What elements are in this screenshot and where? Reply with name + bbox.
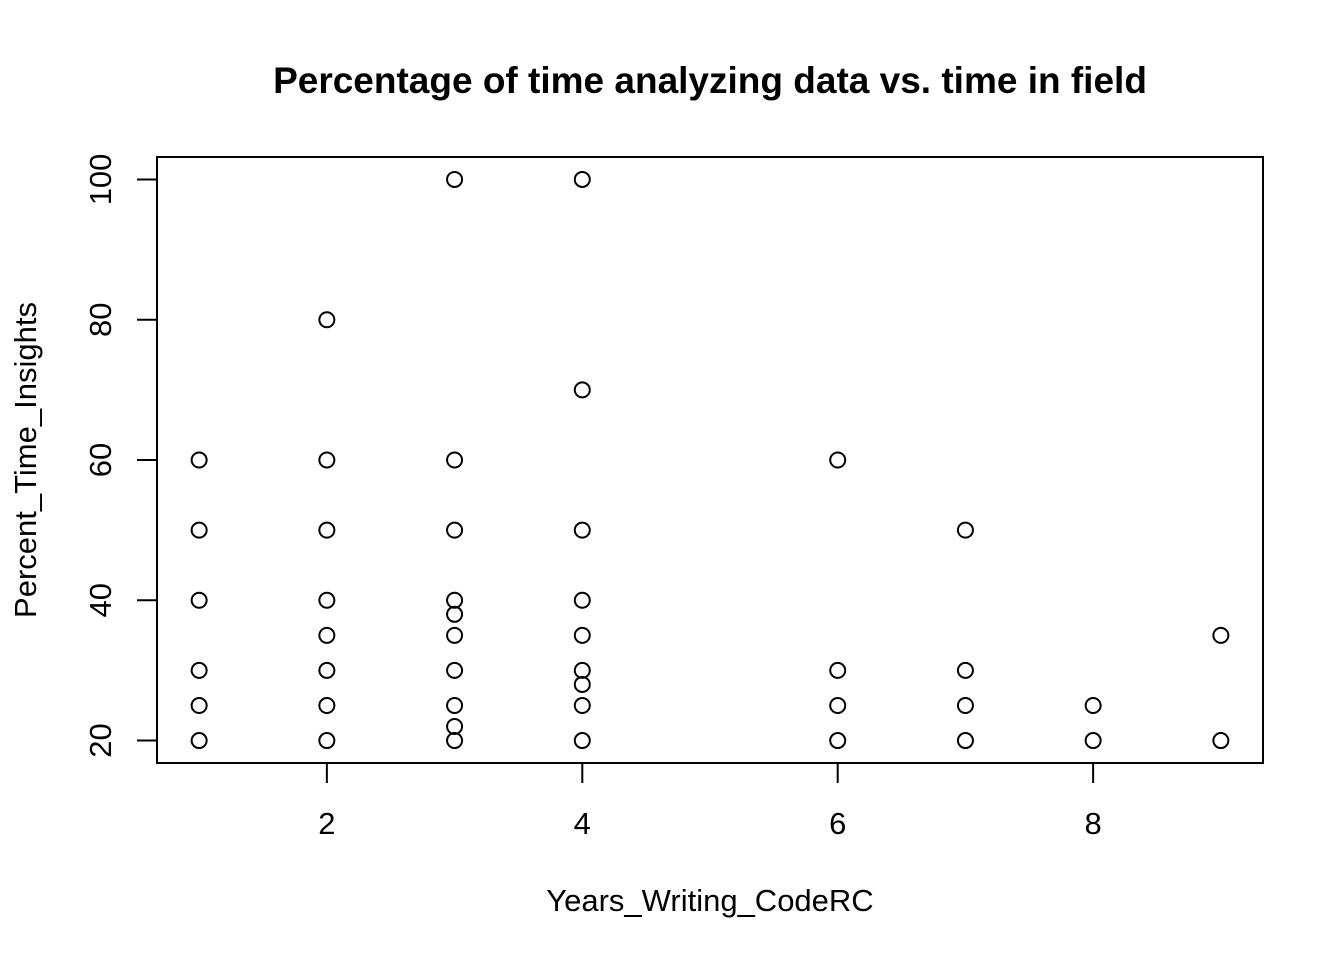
y-tick-label: 20 [83,723,118,757]
data-point [1212,626,1230,644]
data-point [318,626,336,644]
data-point [1084,696,1102,714]
data-point [573,381,591,399]
data-points [190,170,1230,750]
data-point [318,451,336,469]
x-axis-label: Years_Writing_CodeRC [546,883,873,918]
data-point [956,696,974,714]
y-axis: 20 40 60 80 100 [83,154,158,758]
data-point [318,661,336,679]
data-point [829,696,847,714]
data-point [190,451,208,469]
y-tick-label: 40 [83,583,118,617]
x-tick-label: 8 [1085,806,1102,841]
data-point [446,696,464,714]
data-point [1212,732,1230,750]
data-point [1084,732,1102,750]
data-point [190,591,208,609]
chart-title: Percentage of time analyzing data vs. ti… [273,60,1147,101]
data-point [318,591,336,609]
data-point [446,451,464,469]
data-point [573,521,591,539]
y-tick-label: 60 [83,443,118,477]
data-point [956,661,974,679]
data-point [190,696,208,714]
data-point [446,661,464,679]
y-tick-label: 100 [83,154,118,206]
data-point [446,605,464,623]
data-point [190,661,208,679]
data-point [829,661,847,679]
data-point [956,521,974,539]
data-point [318,521,336,539]
data-point [573,675,591,693]
data-point [318,696,336,714]
x-axis: 2 4 6 8 [318,762,1102,841]
data-point [446,718,464,736]
plot-frame [156,156,1264,764]
x-tick-label: 2 [318,806,335,841]
data-point [446,170,464,188]
y-tick-label: 80 [83,302,118,336]
data-point [573,696,591,714]
data-point [318,732,336,750]
data-point [573,661,591,679]
data-point [956,732,974,750]
data-point [573,626,591,644]
data-point [318,311,336,329]
data-point [190,521,208,539]
data-point [573,732,591,750]
data-point [573,591,591,609]
data-point [190,732,208,750]
data-point [446,521,464,539]
data-point [446,732,464,750]
x-tick-label: 4 [574,806,591,841]
x-tick-label: 6 [829,806,846,841]
data-point [573,170,591,188]
y-axis-label: Percent_Time_Insights [8,302,43,618]
data-point [829,451,847,469]
data-point [446,626,464,644]
data-point [829,732,847,750]
data-point [446,591,464,609]
